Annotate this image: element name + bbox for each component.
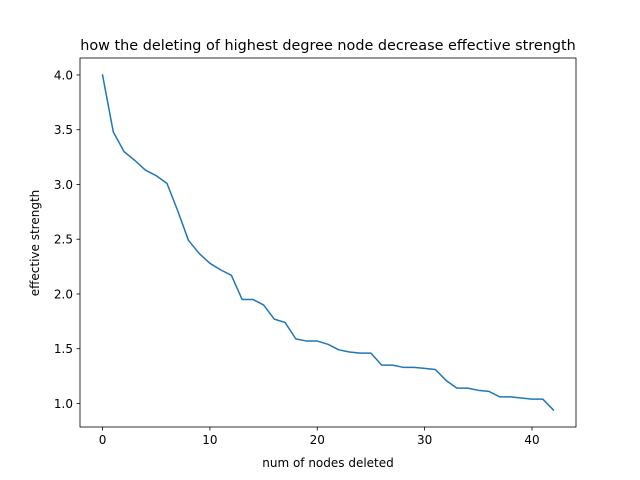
x-tick-label: 30 — [417, 433, 432, 447]
y-tick-label: 3.5 — [54, 123, 73, 137]
y-tick-label: 4.0 — [54, 68, 73, 82]
series-line-0 — [101, 74, 555, 412]
plot-area: 0 10 20 30 40 1.0 1.5 2.0 2.5 3.0 3.5 4.0 — [54, 57, 577, 447]
y-tick-label: 1.5 — [54, 342, 73, 356]
y-axis-label: effective strength — [28, 190, 42, 297]
y-tick-label: 1.0 — [54, 397, 73, 411]
y-tick-label: 2.5 — [54, 233, 73, 247]
x-tick-label: 0 — [99, 433, 107, 447]
x-tick-label: 20 — [310, 433, 325, 447]
axes-frame — [79, 57, 577, 428]
y-tick-label: 2.0 — [54, 287, 73, 301]
x-tick-label: 10 — [202, 433, 217, 447]
chart-title: how the deleting of highest degree node … — [80, 38, 575, 54]
y-tick-label: 3.0 — [54, 178, 73, 192]
x-tick-label: 40 — [524, 433, 539, 447]
x-axis-label: num of nodes deleted — [262, 456, 394, 470]
